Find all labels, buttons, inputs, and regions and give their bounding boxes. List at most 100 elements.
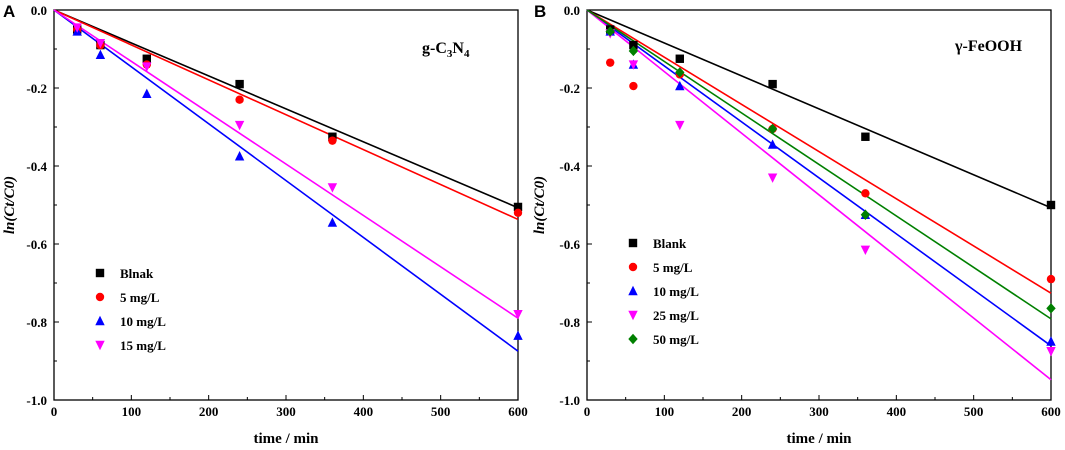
data-point — [142, 62, 152, 72]
data-point — [142, 88, 152, 99]
fit-line-3 — [53, 9, 519, 352]
fit-line-1 — [53, 9, 519, 209]
x-tick-label: 0 — [584, 404, 591, 419]
legend-marker — [95, 292, 105, 302]
data-point — [861, 132, 870, 141]
data-point — [1046, 274, 1056, 284]
data-point — [628, 60, 639, 70]
y-tick-label: 0.0 — [564, 3, 580, 18]
y-tick-label: -0.4 — [559, 159, 580, 174]
data-point — [513, 202, 523, 212]
data-point — [861, 189, 870, 198]
data-point — [629, 81, 638, 91]
data-point — [629, 40, 638, 50]
panel-a-fit-lines — [53, 9, 519, 352]
x-tick-label: 300 — [809, 404, 829, 419]
panel-b-legend: Blank 5 mg/L 10 mg/L 25 mg/L 50 mg/L — [628, 236, 699, 347]
data-point — [95, 38, 106, 49]
y-tick-label: -0.6 — [26, 237, 47, 252]
y-tick-label: 0.0 — [31, 3, 47, 18]
panel-b-x-axis-label: time / min — [787, 431, 853, 447]
data-point — [72, 23, 82, 33]
panel-b-letter: B — [534, 2, 546, 21]
data-point — [1046, 347, 1056, 357]
data-point — [767, 123, 778, 135]
data-point — [234, 120, 245, 131]
panel-a-x-axis-label: time / min — [254, 431, 320, 447]
data-point — [513, 310, 523, 320]
panel-a-letter: A — [3, 2, 15, 21]
legend-marker — [628, 238, 638, 248]
data-point — [605, 26, 615, 37]
y-tick-label: -1.0 — [26, 393, 47, 408]
panel-b-y-axis-label: ln(Ct/C0) — [532, 176, 548, 234]
fit-line-1 — [586, 9, 1052, 209]
legend-marker — [628, 262, 638, 272]
x-tick-label: 600 — [1041, 404, 1061, 419]
fit-line-4 — [53, 9, 519, 319]
legend-label: 15 mg/L — [120, 338, 166, 353]
legend-label: 5 mg/L — [120, 290, 160, 305]
fit-line-2 — [53, 9, 519, 221]
x-tick-label: 200 — [732, 404, 752, 419]
data-point — [675, 120, 685, 131]
panel-a-legend: Blnak 5 mg/L 10 mg/L 15 mg/L — [95, 266, 166, 353]
fit-line-3 — [586, 9, 1052, 347]
legend-label: Blank — [653, 236, 687, 251]
panel-b-ticks: 0 100 200 300 400 500 600 0.0 -0.2 -0.4 -0.6 -0.8 -1… — [559, 3, 1060, 419]
x-tick-label: 500 — [964, 404, 984, 419]
data-point — [675, 67, 685, 78]
data-point — [328, 136, 337, 145]
panel-a: A 0 100 200 300 400 500 600 0.0 -0.2 -0.4 -0.6 -0.8… — [2, 2, 528, 447]
data-point — [1046, 200, 1056, 210]
data-point — [675, 54, 684, 63]
y-tick-label: -0.8 — [26, 315, 47, 330]
x-tick-label: 300 — [276, 404, 296, 419]
legend-marker — [95, 340, 105, 351]
data-point — [327, 183, 338, 193]
legend-label: 50 mg/L — [653, 332, 699, 347]
legend-label: 25 mg/L — [653, 308, 699, 323]
data-point — [860, 209, 871, 220]
data-point — [235, 95, 244, 104]
data-point — [1046, 303, 1056, 314]
y-tick-label: -0.6 — [559, 237, 580, 252]
data-point — [235, 79, 244, 89]
legend-label: 10 mg/L — [653, 284, 699, 299]
legend-label: Blnak — [120, 266, 154, 281]
data-point — [628, 45, 639, 57]
panel-a-y-axis-label: ln(Ct/C0) — [2, 176, 18, 234]
data-point — [327, 217, 338, 227]
data-point — [767, 139, 778, 149]
fit-line-4 — [586, 9, 1052, 381]
data-point — [675, 80, 685, 91]
fit-line-5 — [586, 9, 1052, 320]
panel-b: B 0 100 200 300 400 500 600 0.0 -0.2 -0.4 -0.6 -0.8… — [532, 2, 1061, 447]
data-point — [768, 79, 777, 89]
panel-a-title: g-C3N4 — [422, 40, 470, 60]
x-tick-label: 400 — [354, 404, 374, 419]
data-point — [513, 330, 523, 340]
panel-b-fit-lines — [586, 9, 1052, 381]
panel-b-data-points — [605, 25, 1056, 357]
legend-marker — [95, 315, 105, 326]
fit-line-2 — [586, 9, 1052, 294]
y-tick-label: -0.4 — [26, 159, 47, 174]
y-tick-label: -0.2 — [559, 81, 580, 96]
legend-label: 5 mg/L — [653, 260, 693, 275]
data-point — [860, 245, 871, 256]
legend-marker — [95, 268, 105, 278]
panel-a-data-points — [72, 23, 523, 340]
x-tick-label: 100 — [122, 404, 142, 419]
x-tick-label: 500 — [431, 404, 451, 419]
legend-marker — [628, 285, 638, 296]
data-point — [1046, 336, 1056, 346]
y-tick-label: -0.2 — [26, 81, 47, 96]
data-point — [142, 54, 151, 63]
x-tick-label: 200 — [199, 404, 219, 419]
x-tick-label: 100 — [655, 404, 675, 419]
data-point — [767, 173, 778, 183]
y-tick-label: -0.8 — [559, 315, 580, 330]
legend-marker — [628, 333, 638, 345]
x-tick-label: 600 — [508, 404, 528, 419]
